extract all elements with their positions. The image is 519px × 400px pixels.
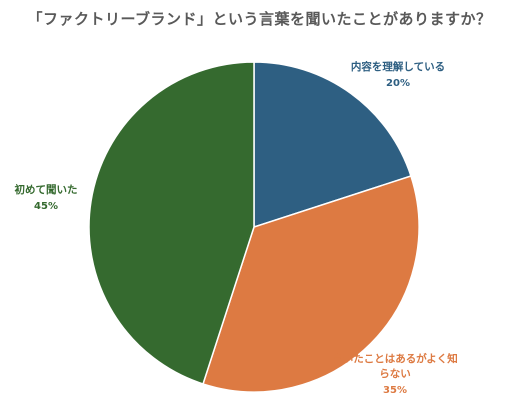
- pie-slices: [88, 61, 420, 393]
- slice-value-label: 45%: [34, 201, 58, 212]
- slice-label: 聞いたことはあるがよく知: [332, 352, 457, 365]
- slice-label: 初めて聞いた: [15, 183, 78, 196]
- pie-slice: [202, 175, 420, 393]
- pie-slice: [88, 61, 255, 385]
- slice-value-label: 20%: [386, 78, 410, 89]
- chart-title: 「ファクトリーブランド」という言葉を聞いたことがありますか？: [27, 10, 492, 28]
- slice-label: らない: [379, 368, 411, 380]
- pie-slice: [253, 61, 412, 229]
- slice-value-label: 35%: [383, 385, 407, 396]
- slice-label: 内容を理解している: [351, 60, 445, 73]
